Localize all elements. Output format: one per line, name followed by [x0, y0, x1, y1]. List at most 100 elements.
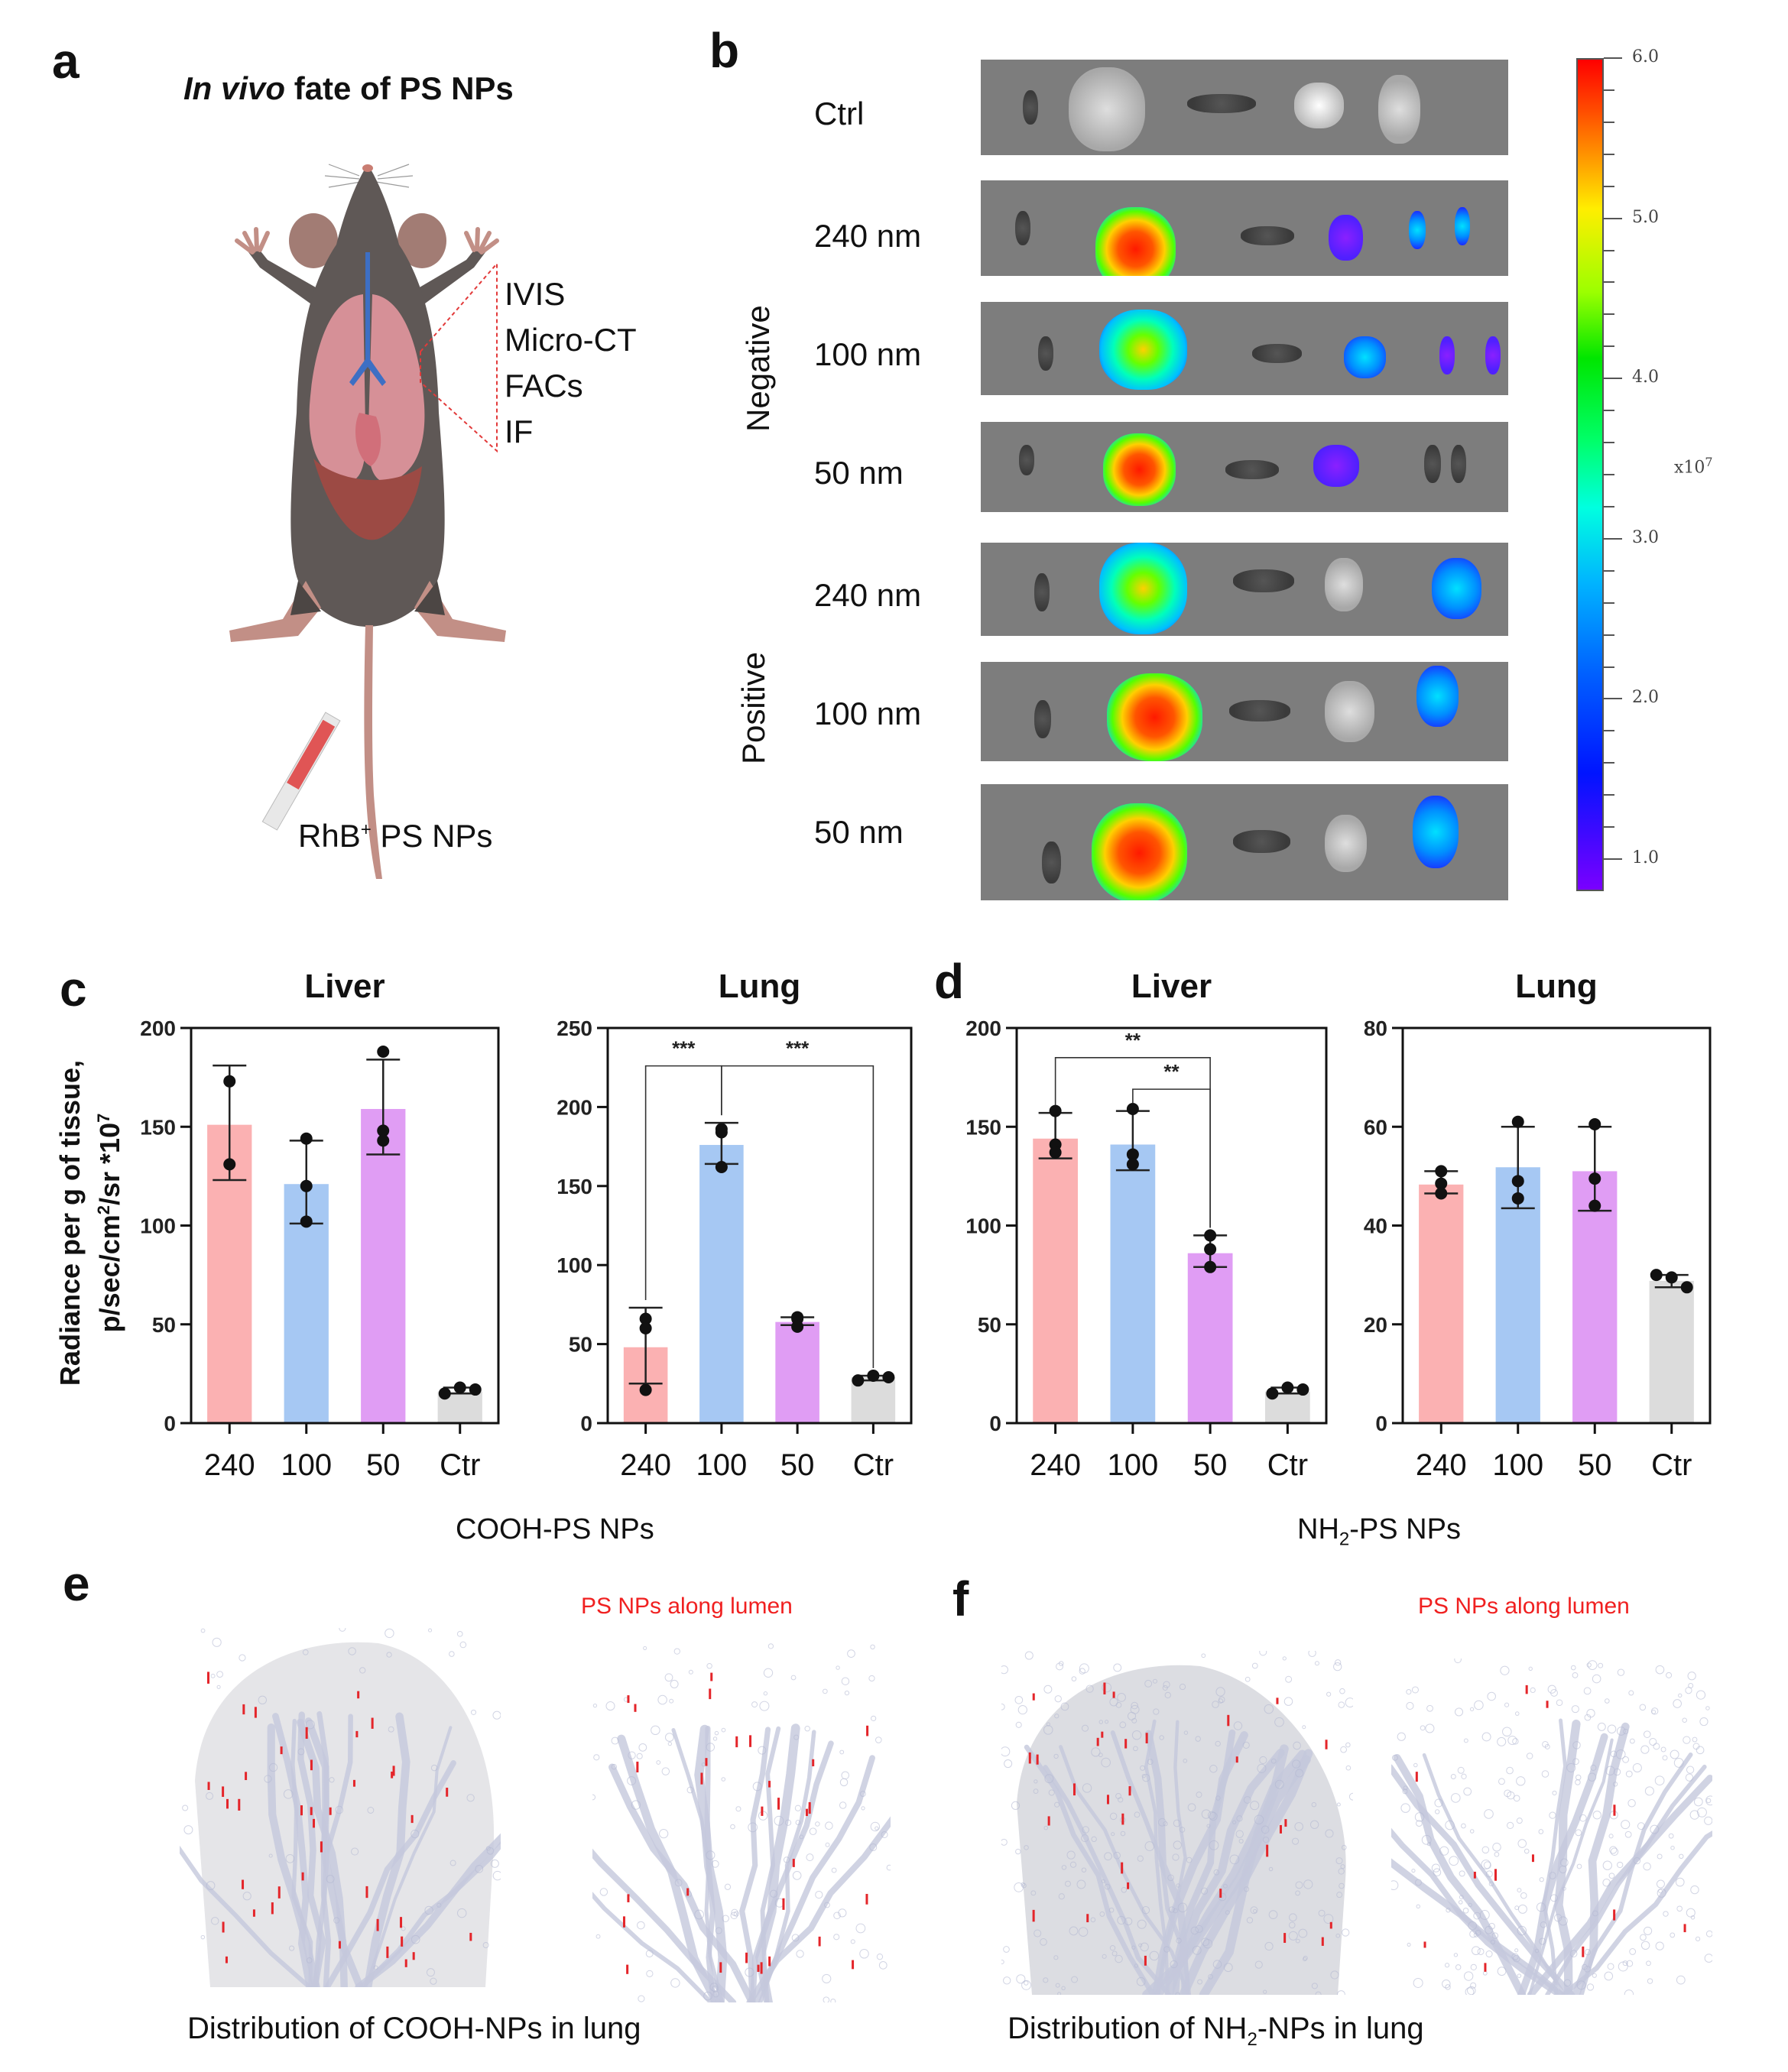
organ-signal	[1187, 94, 1256, 113]
tissue-speck	[1613, 1768, 1621, 1776]
bar-100	[1495, 1167, 1540, 1423]
tissue-speck	[1270, 1758, 1277, 1764]
tissue-speck	[1179, 1827, 1186, 1833]
tissue-speck	[661, 1767, 670, 1775]
tissue-speck	[1539, 1937, 1546, 1945]
tissue-speck	[1102, 1954, 1107, 1959]
tissue-speck	[1336, 1892, 1343, 1899]
organ-signal	[1241, 226, 1294, 245]
tissue-speck	[869, 1843, 878, 1851]
tissue-speck	[410, 1934, 420, 1944]
tissue-speck	[790, 1675, 797, 1681]
tissue-speck	[1034, 1929, 1042, 1937]
ps-np-marker	[242, 1879, 245, 1889]
tissue-speck	[1263, 1989, 1267, 1994]
tissue-speck	[1111, 1950, 1118, 1957]
tissue-speck	[1516, 1776, 1526, 1786]
tissue-speck	[1131, 1701, 1138, 1710]
tissue-speck	[806, 1853, 814, 1862]
tissue-speck	[1624, 1830, 1632, 1838]
vessel	[1527, 1774, 1712, 1995]
data-point	[377, 1134, 390, 1147]
colorbar-tick	[1604, 121, 1614, 123]
tissue-speck	[1069, 1926, 1079, 1936]
tissue-speck	[1459, 1895, 1464, 1900]
tissue-speck	[1264, 1941, 1274, 1951]
ps-np-marker	[792, 1859, 795, 1867]
annotation-lumen-f: PS NPs along lumen	[1418, 1594, 1630, 1619]
tissue-speck	[1569, 1950, 1578, 1958]
tissue-speck	[674, 1879, 683, 1887]
tissue-speck	[1043, 1725, 1053, 1735]
organ-signal	[1107, 673, 1202, 761]
tissue-speck	[1233, 1721, 1243, 1730]
tissue-speck	[763, 1668, 774, 1678]
tissue-speck	[1609, 1846, 1618, 1854]
ps-np-marker	[1525, 1685, 1528, 1694]
tissue-speck	[456, 1908, 467, 1918]
tissue-speck	[1639, 1704, 1647, 1711]
tissue-speck	[1500, 1665, 1510, 1675]
tissue-speck	[836, 1665, 840, 1670]
lung-left	[309, 294, 366, 482]
tissue-speck	[1014, 1882, 1024, 1892]
tissue-speck	[1105, 1720, 1109, 1724]
y-tick-label: 50	[569, 1333, 592, 1357]
tissue-speck	[1651, 1709, 1657, 1714]
chart-c-liver: Liver 0 50 100 150 200 240 100 50 Ctr	[140, 968, 500, 1482]
tissue-speck	[1091, 1836, 1097, 1843]
colorbar-tick	[1604, 666, 1614, 668]
tissue-speck	[1450, 1793, 1461, 1803]
tissue-speck	[1683, 1736, 1691, 1744]
tissue-speck	[1660, 1746, 1666, 1753]
tissue-speck	[1292, 1837, 1300, 1845]
tissue-speck	[1001, 1665, 1008, 1675]
ps-np-marker	[1266, 1844, 1269, 1857]
tissue-speck	[767, 1643, 774, 1649]
tissue-speck	[1115, 1954, 1123, 1963]
tissue-speck	[1163, 1821, 1168, 1827]
vessel	[592, 1892, 713, 2002]
tissue-speck	[1640, 1934, 1647, 1941]
colorbar-tick	[1604, 858, 1622, 861]
bar-100	[699, 1145, 744, 1423]
tissue-speck	[1081, 1724, 1089, 1732]
tissue-speck	[1164, 1691, 1171, 1699]
tissue-speck	[1311, 1983, 1318, 1989]
tissue-speck	[1704, 1816, 1712, 1825]
ps-np-marker	[1415, 1772, 1418, 1782]
data-point	[223, 1158, 236, 1171]
tissue-speck	[712, 1990, 719, 1998]
tissue-speck	[791, 1934, 800, 1942]
tissue-speck	[688, 1669, 693, 1675]
tissue-speck	[459, 1641, 467, 1649]
y-tick-label: 0	[580, 1412, 592, 1435]
data-point	[1511, 1175, 1524, 1188]
tissue-speck	[216, 1685, 221, 1689]
tissue-speck	[1186, 1856, 1193, 1863]
tissue-speck	[1345, 1697, 1353, 1708]
tissue-speck	[1081, 1834, 1089, 1843]
tissue-speck	[1640, 1745, 1650, 1754]
tissue-speck	[200, 1934, 206, 1940]
data-point	[1049, 1104, 1062, 1117]
tissue-speck	[595, 1934, 601, 1939]
ps-np-marker	[1121, 1862, 1124, 1874]
organ-signal	[1069, 67, 1145, 151]
tissue-speck	[1282, 1656, 1287, 1661]
tissue-speck	[881, 1830, 888, 1838]
tissue-speck	[1149, 1950, 1160, 1961]
ps-np-marker	[782, 1898, 785, 1910]
data-point	[1204, 1243, 1217, 1256]
mouse-ear-left	[289, 213, 338, 268]
ps-np-marker	[446, 1788, 449, 1797]
mouse-paw-left	[235, 227, 270, 255]
tissue-speck	[1587, 1660, 1598, 1670]
tissue-speck	[1202, 1938, 1213, 1949]
tissue-speck	[1676, 1905, 1683, 1912]
tissue-speck	[1524, 1848, 1530, 1854]
tissue-speck	[1643, 1730, 1651, 1738]
tissue-speck	[670, 1978, 680, 1988]
tissue-speck	[1017, 1704, 1027, 1715]
ps-np-marker	[719, 1962, 722, 1973]
